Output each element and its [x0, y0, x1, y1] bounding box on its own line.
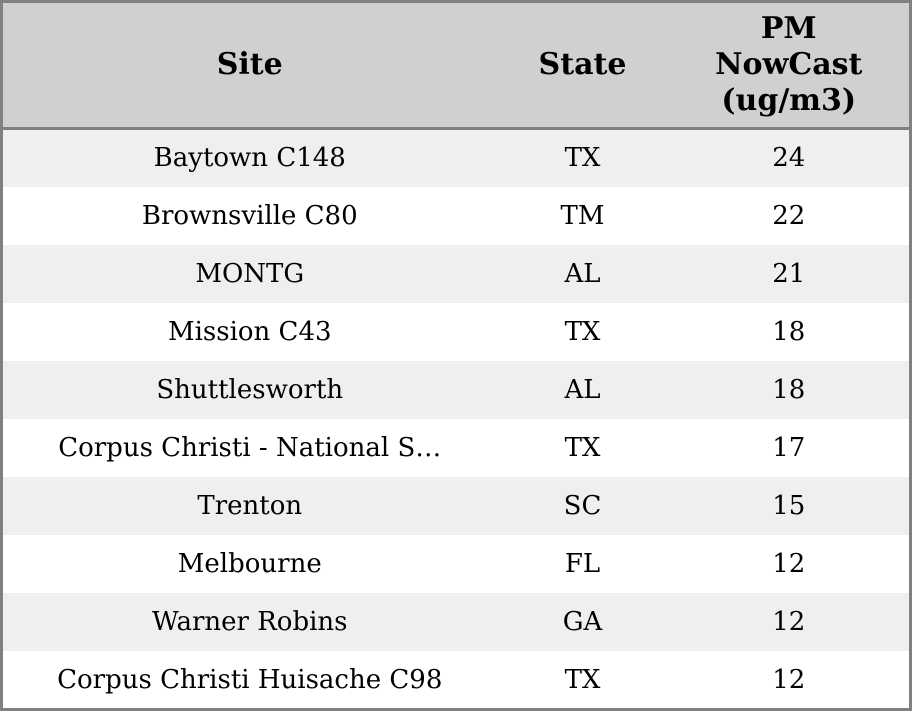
pm-nowcast-cell: 18 [772, 316, 806, 347]
column-header-site: Site [1, 1, 497, 130]
table-row: MONTG AL 21 [1, 244, 911, 303]
pm-nowcast-cell: 15 [772, 491, 806, 522]
table-row: Corpus Christi - National S… TX 17 [1, 418, 911, 478]
site-cell: Trenton [197, 491, 303, 522]
table-row: Brownsville C80 TM 22 [1, 186, 911, 245]
table-row: Corpus Christi Huisache C98 TX 12 [1, 651, 911, 710]
table-row: Baytown C148 TX 24 [1, 128, 911, 187]
pm-nowcast-cell: 12 [772, 607, 806, 638]
state-cell: TM [560, 200, 605, 231]
site-cell: MONTG [195, 258, 305, 289]
state-cell: TX [564, 143, 601, 174]
site-cell: Melbourne [177, 549, 322, 580]
table-row: Trenton SC 15 [1, 477, 911, 536]
site-cell: Warner Robins [152, 607, 348, 638]
column-header-pm-nowcast: PM NowCast (ug/m3) [668, 1, 911, 130]
site-cell: Shuttlesworth [156, 374, 344, 405]
column-header-state-label: State [538, 47, 627, 82]
state-cell: TX [564, 316, 601, 347]
table-row: Melbourne FL 12 [1, 535, 911, 594]
site-cell: Brownsville C80 [141, 200, 358, 231]
state-cell: TX [564, 664, 601, 695]
site-cell: Mission C43 [167, 316, 332, 347]
state-cell: AL [564, 374, 601, 405]
table-row: Mission C43 TX 18 [1, 302, 911, 361]
state-cell: FL [564, 549, 601, 580]
table-body: Baytown C148 TX 24 Brownsville C80 TM 22… [1, 128, 911, 710]
pm-nowcast-cell: 12 [772, 664, 806, 695]
column-header-pm-nowcast-label: PM NowCast (ug/m3) [715, 11, 863, 118]
column-header-state: State [496, 1, 669, 130]
pm-nowcast-cell: 21 [772, 258, 806, 289]
state-cell: GA [562, 607, 603, 638]
site-cell: Corpus Christi Huisache C98 [57, 664, 443, 695]
column-header-site-label: Site [216, 47, 283, 82]
pm-nowcast-cell: 22 [772, 200, 806, 231]
table-header: Site State PM NowCast (ug/m3) [1, 1, 911, 130]
state-cell: AL [564, 258, 601, 289]
pm-nowcast-cell: 18 [772, 374, 806, 405]
pm-nowcast-cell: 24 [772, 143, 806, 174]
state-cell: SC [563, 491, 602, 522]
pm-nowcast-cell: 17 [772, 433, 806, 464]
state-cell: TX [564, 433, 601, 464]
table-row: Warner Robins GA 12 [1, 593, 911, 652]
site-cell: Baytown C148 [153, 143, 346, 174]
header-row: Site State PM NowCast (ug/m3) [1, 1, 911, 130]
table-row: Shuttlesworth AL 18 [1, 360, 911, 419]
pm-nowcast-cell: 12 [772, 549, 806, 580]
site-cell: Corpus Christi - National S… [58, 433, 442, 464]
